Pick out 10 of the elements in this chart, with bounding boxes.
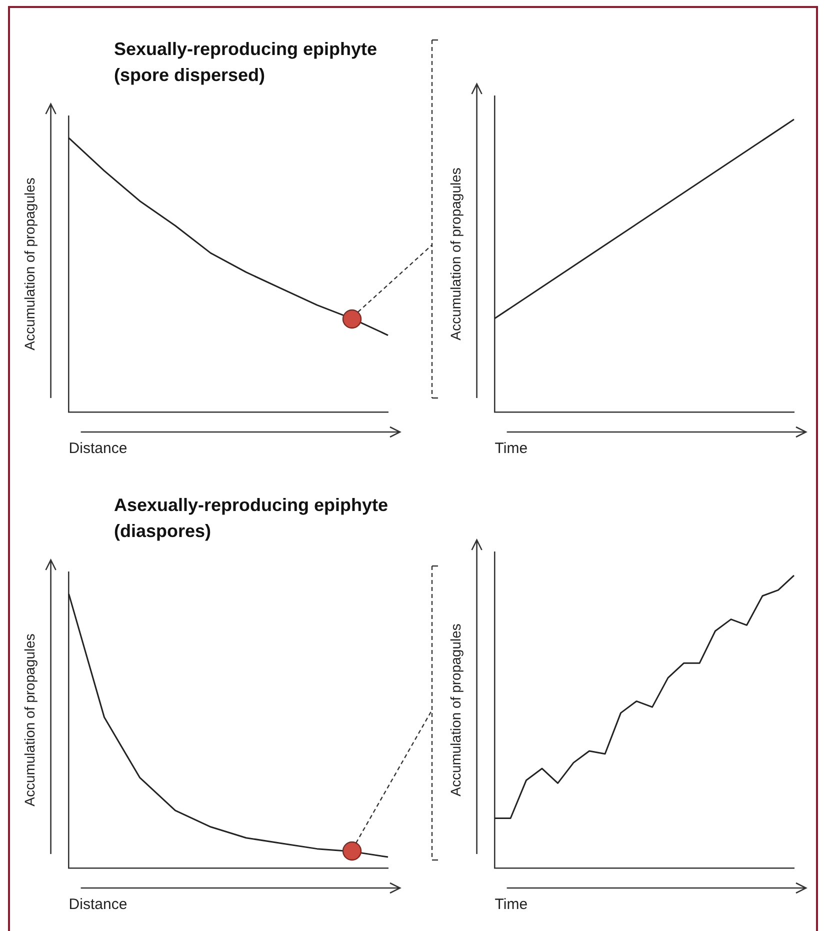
y-axis-title: Accumulation of propagules xyxy=(447,168,464,340)
y-axis-title: Accumulation of propagules xyxy=(21,178,38,350)
chart-title: Asexually-reproducing epiphyte (diaspores) xyxy=(114,494,390,543)
x-axis-title: Time xyxy=(494,440,528,458)
x-axis-title: Distance xyxy=(68,896,128,914)
x-axis-title: Distance xyxy=(68,440,128,458)
x-axis-title: Time xyxy=(494,896,528,914)
y-axis-title: Accumulation of propagules xyxy=(21,634,38,806)
y-axis-title: Accumulation of propagules xyxy=(447,624,464,796)
chart-title: Sexually-reproducing epiphyte (spore dispersed) xyxy=(114,38,378,87)
